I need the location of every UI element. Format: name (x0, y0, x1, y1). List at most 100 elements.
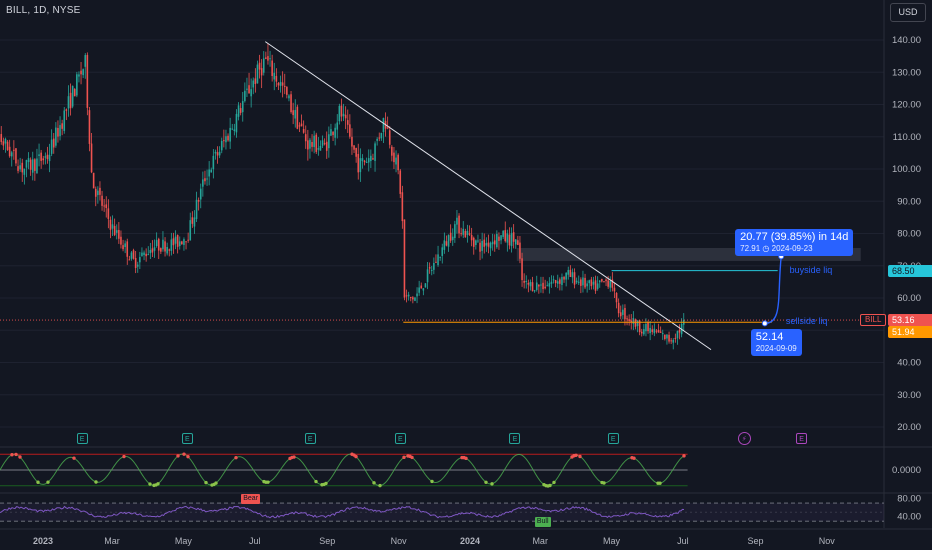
candle-body (424, 283, 427, 288)
candle-body (487, 242, 490, 247)
candle-body (661, 333, 664, 335)
oscillator-dot (292, 455, 296, 459)
sellside-liq-label: sellside liq (785, 316, 828, 327)
x-tick-label: Jul (677, 536, 689, 546)
candle-body (294, 109, 297, 119)
candle-body (346, 120, 349, 125)
earnings-icon[interactable]: E (394, 433, 406, 444)
y-tick-label: 100.00 (892, 164, 921, 175)
candle-body (195, 199, 198, 219)
candle-body (422, 288, 425, 291)
candle-body (239, 108, 242, 113)
price-tag: 51.94 (888, 325, 932, 338)
candle-body (115, 230, 118, 233)
candle-body (342, 113, 345, 117)
y-tick-label: 30.00 (897, 390, 921, 401)
candle-body (197, 200, 200, 202)
candle-body (477, 240, 479, 242)
candle-body (355, 148, 357, 157)
candle-body (254, 78, 257, 84)
earnings-upcoming-icon[interactable]: E (796, 433, 808, 444)
candle-body (71, 85, 74, 107)
candle-body (105, 204, 108, 209)
candle-body (437, 254, 439, 266)
candle-body (59, 125, 61, 137)
candle-body (172, 238, 175, 246)
projection-start-price: 52.14 (755, 331, 784, 344)
flash-event-icon[interactable]: ⚡ (737, 432, 751, 445)
x-tick-label: May (603, 536, 621, 546)
candle-body (103, 205, 105, 207)
candle-body (233, 129, 236, 131)
candle-body (506, 233, 509, 243)
candle-body (107, 208, 110, 219)
earnings-icon[interactable]: E (181, 433, 193, 444)
candle-body (290, 94, 292, 113)
candle-body (571, 272, 574, 278)
candle-body (531, 282, 534, 292)
y-tick-label: 20.00 (897, 422, 921, 433)
candle-body (170, 239, 173, 251)
projection-path (764, 256, 782, 325)
y-tick-label: 120.00 (892, 100, 921, 111)
candle-body (183, 239, 185, 245)
candle-body (31, 159, 34, 173)
candle-body (67, 96, 70, 109)
candle-body (535, 282, 538, 290)
earnings-icon[interactable]: E (607, 433, 619, 444)
candle-body (248, 85, 250, 94)
earnings-icon[interactable]: E (76, 433, 88, 444)
candle-body (481, 240, 483, 251)
candle-body (361, 158, 364, 162)
candle-body (653, 328, 656, 334)
candle-body (533, 290, 536, 292)
candle-body (554, 280, 557, 284)
candle-body (649, 328, 651, 334)
candle-body (120, 236, 122, 245)
x-tick-label: Sep (319, 536, 335, 546)
candle-body (525, 280, 528, 282)
currency-button[interactable]: USD (890, 3, 926, 22)
candle-body (132, 250, 135, 259)
candle-body (374, 143, 376, 161)
candle-body (17, 166, 19, 171)
candle-body (286, 86, 288, 95)
earnings-icon[interactable]: E (509, 433, 521, 444)
candle-body (27, 158, 30, 163)
candle-body (256, 64, 259, 84)
projection-start-label: 52.14 2024-09-09 (750, 329, 802, 357)
candle-body (82, 69, 84, 76)
candle-body (470, 234, 473, 241)
projection-end-price: 72.91 (740, 244, 763, 254)
projection-start-point (761, 320, 768, 327)
candle-body (563, 276, 565, 280)
candle-body (311, 141, 313, 147)
earnings-icon[interactable]: E (304, 433, 316, 444)
candle-body (382, 117, 385, 133)
candle-body (76, 74, 78, 96)
candle-body (510, 233, 513, 247)
candle-body (540, 284, 542, 286)
candle-body (61, 123, 63, 129)
symbol-price-tag: BILL (860, 314, 887, 327)
candle-body (185, 241, 187, 243)
candle-body (168, 249, 171, 251)
candle-body (636, 320, 639, 326)
candle-body (334, 127, 336, 138)
candle-body (556, 281, 559, 284)
oscillator-dot (430, 479, 434, 484)
candle-body (678, 329, 681, 333)
candle-body (493, 240, 496, 245)
candle-body (378, 137, 381, 139)
candle-body (147, 254, 150, 256)
oscillator-dot (214, 481, 218, 485)
candle-body (111, 224, 114, 229)
oscillator-dot (46, 480, 50, 484)
candle-body (590, 279, 593, 287)
candle-body (544, 286, 546, 289)
candle-body (582, 277, 584, 286)
candle-body (502, 230, 504, 237)
candle-body (666, 334, 668, 339)
candle-body (596, 283, 599, 289)
bear-signal-label: Bear (241, 494, 261, 504)
